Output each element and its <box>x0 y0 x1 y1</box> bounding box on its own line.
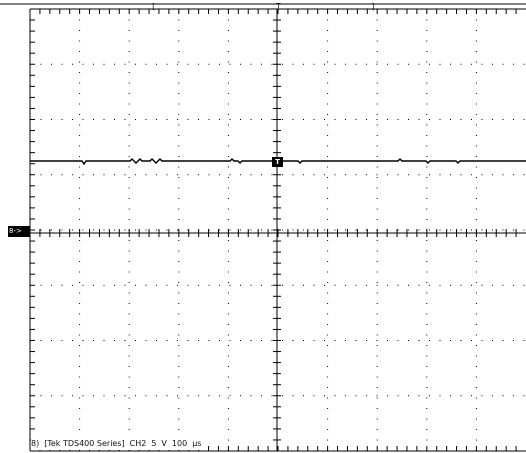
volts-per-div: 5 <box>151 439 157 448</box>
run-index: 8) <box>31 439 40 448</box>
time-per-div: 100 <box>171 439 188 448</box>
record-left-bracket: [ <box>151 2 156 11</box>
trigger-position-marker: T <box>276 2 281 11</box>
trigger-level-marker[interactable]: T <box>272 157 283 167</box>
volts-unit: V <box>161 439 167 448</box>
channel-ground-marker[interactable]: 8-> <box>8 226 30 237</box>
record-right-bracket: ] <box>371 2 376 11</box>
graticule <box>0 3 526 452</box>
ch2-waveform <box>30 158 526 166</box>
instrument-label: [Tek TDS400 Series] <box>44 439 125 448</box>
status-bar: 8) [Tek TDS400 Series] CH2 5 V 100 µs <box>31 438 209 450</box>
waveform-trace <box>30 158 526 166</box>
channel-label: CH2 <box>129 439 147 448</box>
time-unit: µs <box>192 439 202 448</box>
